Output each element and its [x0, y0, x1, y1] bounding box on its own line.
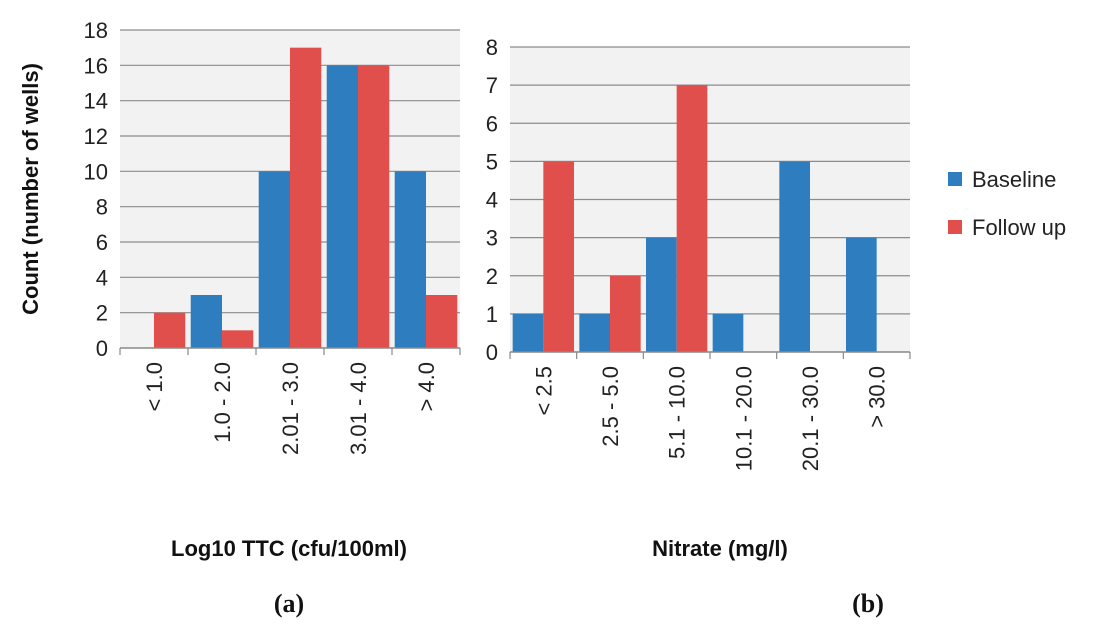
- bar-follow-up-b: [610, 275, 641, 352]
- y-tick-label-a: 4: [96, 265, 108, 290]
- bar-baseline-b: [646, 237, 677, 352]
- x-axis-title-b: Nitrate (mg/l): [652, 536, 788, 561]
- bar-baseline-a: [394, 171, 426, 348]
- bars-b: [512, 85, 877, 352]
- x-axis-title-a: Log10 TTC (cfu/100ml): [171, 536, 407, 561]
- y-tick-label-a: 18: [84, 18, 108, 43]
- bar-follow-up-a: [358, 65, 390, 348]
- x-tick-label-a: 1.0 - 2.0: [210, 362, 235, 443]
- y-ticks-b: 0 1 2 3 4 5 6 7 8: [486, 35, 498, 365]
- y-tick-label-a: 0: [96, 336, 108, 361]
- x-tick-label-a: 3.01 - 4.0: [346, 362, 371, 455]
- x-ticks-a: < 1.0 1.0 - 2.0 2.01 - 3.0 3.01 - 4.0 > 4.0: [119, 348, 461, 455]
- y-axis-title-a: Count (number of wells): [18, 63, 43, 315]
- x-tick-label-a: 2.01 - 3.0: [278, 362, 303, 455]
- bar-follow-up-b: [543, 161, 574, 352]
- chart-panel-b: 0 1 2 3 4 5 6 7 8 < 2.5 2.5 - 5.0 5.1 - 10.0 10.1 -…: [486, 35, 911, 618]
- y-tick-label-a: 14: [84, 89, 108, 114]
- bar-follow-up-a: [222, 330, 254, 348]
- legend-label-follow-up: Follow up: [972, 215, 1066, 240]
- y-tick-label-b: 0: [486, 340, 498, 365]
- bar-baseline-a: [190, 295, 222, 348]
- y-tick-label-b: 1: [486, 302, 498, 327]
- x-tick-label-b: 2.5 - 5.0: [598, 366, 623, 447]
- x-tick-label-a: < 1.0: [142, 362, 167, 412]
- x-tick-label-b: 20.1 - 30.0: [798, 366, 823, 471]
- y-tick-label-a: 16: [84, 53, 108, 78]
- y-tick-label-a: 2: [96, 301, 108, 326]
- bar-baseline-b: [579, 313, 610, 352]
- gridlines-b: [510, 46, 910, 315]
- bar-baseline-a: [258, 171, 290, 348]
- panel-label-b: (b): [852, 589, 884, 618]
- y-tick-label-b: 6: [486, 111, 498, 136]
- y-tick-label-b: 5: [486, 149, 498, 174]
- bar-baseline-b: [779, 161, 810, 352]
- x-tick-label-b: < 2.5: [531, 366, 556, 416]
- bar-follow-up-b: [676, 85, 708, 352]
- y-tick-label-a: 10: [84, 159, 108, 184]
- panel-label-a: (a): [274, 589, 304, 618]
- bar-baseline-b: [846, 237, 877, 352]
- x-tick-label-b: 10.1 - 20.0: [731, 366, 756, 471]
- y-tick-label-b: 7: [486, 73, 498, 98]
- y-tick-label-b: 3: [486, 226, 498, 251]
- y-tick-label-b: 8: [486, 35, 498, 60]
- bars-a: [154, 47, 458, 349]
- bar-follow-up-a: [290, 47, 322, 349]
- legend-swatch-follow-up: [948, 220, 962, 234]
- bar-follow-up-a: [154, 312, 186, 348]
- x-tick-label-b: > 30.0: [865, 366, 890, 428]
- legend-swatch-baseline: [948, 172, 962, 186]
- bar-baseline-a: [326, 65, 358, 348]
- y-tick-label-a: 8: [96, 195, 108, 220]
- bar-baseline-b: [512, 313, 544, 352]
- bar-follow-up-a: [426, 295, 458, 348]
- x-tick-label-a: > 4.0: [414, 362, 439, 412]
- legend: Baseline Follow up: [948, 167, 1066, 240]
- x-tick-label-b: 5.1 - 10.0: [665, 366, 690, 459]
- chart-panel-a: 0 2 4 6 8 10 12 14 16 18 < 1.0 1.0 - 2.0 2.01 - 3.0…: [18, 18, 461, 618]
- x-ticks-b: < 2.5 2.5 - 5.0 5.1 - 10.0 10.1 - 20.0 20.1 …: [509, 352, 911, 471]
- y-ticks-a: 0 2 4 6 8 10 12 14 16 18: [84, 18, 108, 361]
- legend-label-baseline: Baseline: [972, 167, 1056, 192]
- bar-baseline-b: [712, 313, 744, 352]
- y-tick-label-a: 6: [96, 230, 108, 255]
- y-tick-label-b: 4: [486, 188, 498, 213]
- y-tick-label-a: 12: [84, 124, 108, 149]
- y-tick-label-b: 2: [486, 264, 498, 289]
